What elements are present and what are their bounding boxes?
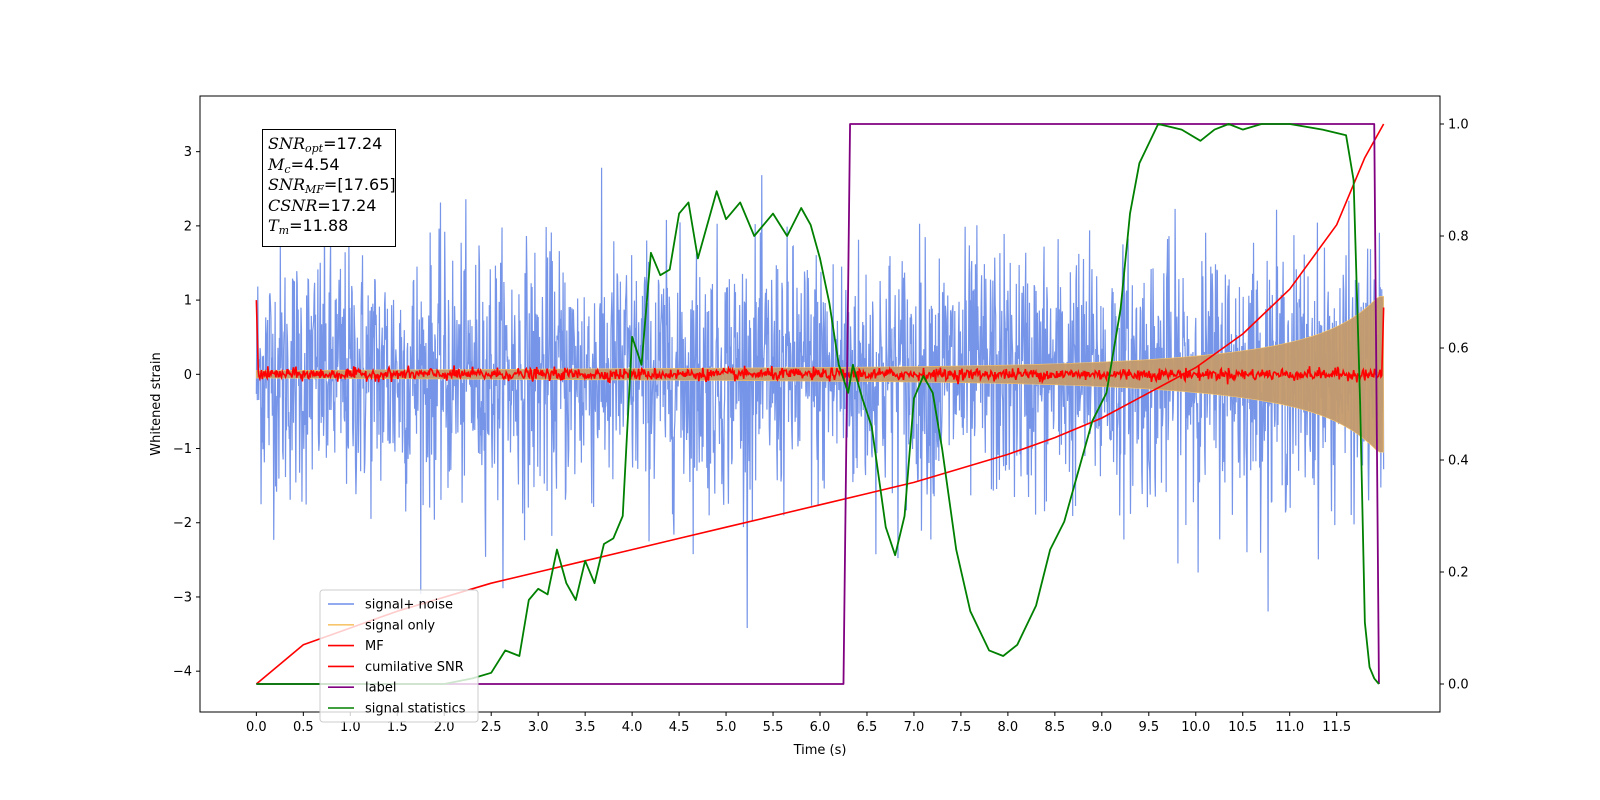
y-tick-label: −1 xyxy=(173,442,192,457)
legend-item-label: cumilative SNR xyxy=(365,660,464,675)
stats-snr-mf: SNRMF=[17.65] xyxy=(268,175,396,196)
legend-item-label: signal statistics xyxy=(365,702,466,717)
legend-frame xyxy=(319,589,479,723)
x-axis: 0.0 0.5 1.0 1.5 2.0 2.5 3.0 3.5 4.0 4.5 5.0 5.5 6.0 6… xyxy=(246,712,1351,735)
x-tick-label: 5.0 xyxy=(716,720,737,735)
x-tick-label: 10.5 xyxy=(1228,720,1257,735)
x-tick-label: 3.0 xyxy=(528,720,549,735)
tm-value: =11.88 xyxy=(289,216,349,235)
snr-opt-symbol: SNR xyxy=(268,134,306,153)
y2-tick-label: 0.2 xyxy=(1448,566,1469,581)
y-tick-label: 2 xyxy=(184,219,192,234)
x-tick-label: 4.5 xyxy=(669,720,690,735)
snr-mf-value: =[17.65] xyxy=(323,175,396,194)
x-tick-label: 11.0 xyxy=(1275,720,1304,735)
x-tick-label: 9.5 xyxy=(1138,720,1159,735)
mc-subscript: c xyxy=(284,162,291,176)
legend-item-label: signal only xyxy=(365,618,435,633)
y-tick-label: −2 xyxy=(173,516,192,531)
csnr-value: =17.24 xyxy=(317,195,377,215)
mc-value: =4.54 xyxy=(290,154,340,174)
x-tick-label: 7.5 xyxy=(951,720,972,735)
x-tick-label: 5.5 xyxy=(763,720,784,735)
y-tick-label: 0 xyxy=(184,368,192,383)
y-axis-label: Whitened strain xyxy=(149,352,164,455)
stats-csnr: CSNR=17.24 xyxy=(268,196,390,217)
x-tick-label: 10.0 xyxy=(1181,720,1210,735)
legend-item-label: signal+ noise xyxy=(365,598,453,613)
x-tick-label: 7.0 xyxy=(904,720,925,735)
y-tick-label: 3 xyxy=(184,145,192,160)
x-tick-label: 8.0 xyxy=(998,720,1019,735)
x-tick-label: 6.0 xyxy=(810,720,831,735)
legend-item-label: MF xyxy=(365,639,384,654)
tm-subscript: m xyxy=(278,224,290,237)
x-axis-label: Time (s) xyxy=(793,743,847,758)
x-tick-label: 11.5 xyxy=(1322,720,1351,735)
x-tick-label: 2.5 xyxy=(481,720,502,735)
snr-mf-subscript: MF xyxy=(305,183,324,196)
y2-tick-label: 0.6 xyxy=(1448,342,1469,357)
legend-item-label: label xyxy=(365,681,396,696)
x-tick-label: 2.0 xyxy=(434,720,455,735)
snr-mf-symbol: SNR xyxy=(268,175,306,194)
y-tick-label: 1 xyxy=(184,294,192,309)
stats-tm: Tm=11.88 xyxy=(268,216,390,237)
x-tick-label: 1.5 xyxy=(387,720,408,735)
y2-tick-label: 0.8 xyxy=(1448,230,1469,245)
series-label xyxy=(256,123,1380,685)
series-signal-statistics xyxy=(256,123,1380,685)
x-tick-label: 4.0 xyxy=(622,720,643,735)
y2-tick-label: 1.0 xyxy=(1448,118,1469,133)
series-mf xyxy=(255,300,1385,385)
tm-symbol: T xyxy=(268,216,279,235)
stats-box: SNRopt=17.24 Mc=4.54 SNRMF=[17.65] CSNR=… xyxy=(262,129,396,247)
stats-mc: Mc=4.54 xyxy=(268,155,390,176)
x-tick-label: 8.5 xyxy=(1045,720,1066,735)
x-tick-label: 1.0 xyxy=(340,720,361,735)
legend: signal+ noise signal only MF cumilative SNR… xyxy=(319,589,479,723)
y-tick-label: −3 xyxy=(173,590,192,605)
mc-symbol: M xyxy=(268,154,285,174)
y-axis-left: 3 2 1 0 −1 −2 −3 −4 xyxy=(173,145,200,680)
snr-opt-subscript: opt xyxy=(305,142,324,155)
x-tick-label: 3.5 xyxy=(575,720,596,735)
x-tick-label: 6.5 xyxy=(857,720,878,735)
stats-snr-opt: SNRopt=17.24 xyxy=(268,134,390,155)
x-tick-label: 9.0 xyxy=(1091,720,1112,735)
y2-tick-label: 0.4 xyxy=(1448,454,1469,469)
snr-opt-value: =17.24 xyxy=(323,134,383,153)
csnr-symbol: CSNR xyxy=(268,195,318,215)
y-axis-right: 1.0 0.8 0.6 0.4 0.2 0.0 xyxy=(1440,118,1469,693)
x-tick-label: 0.5 xyxy=(293,720,314,735)
y-tick-label: −4 xyxy=(173,665,192,680)
x-tick-label: 0.0 xyxy=(246,720,267,735)
y2-tick-label: 0.0 xyxy=(1448,678,1469,693)
